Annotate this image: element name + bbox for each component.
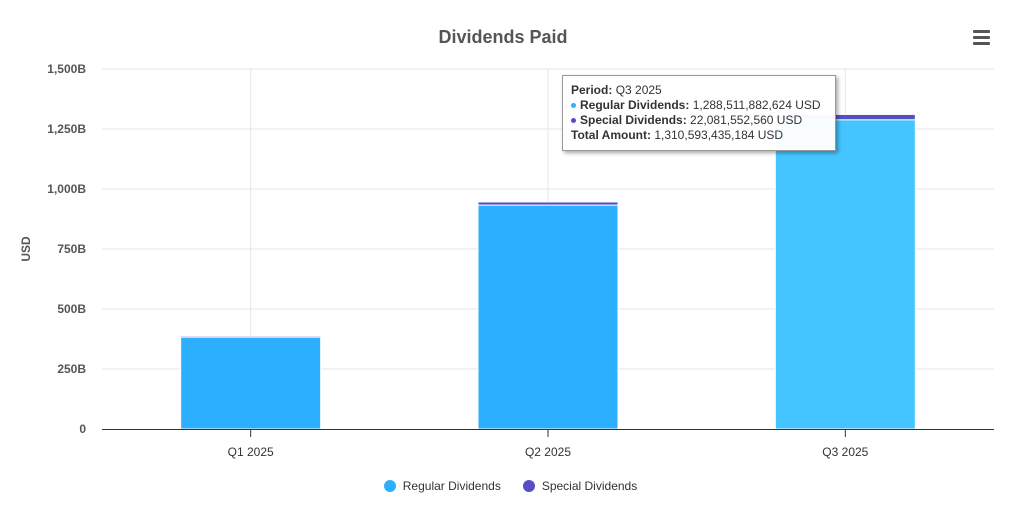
y-tick-label: 1,500B (47, 62, 86, 76)
legend: Regular Dividends Special Dividends (0, 479, 1021, 493)
chart-menu-button[interactable] (966, 24, 996, 50)
legend-dot-icon (522, 480, 535, 492)
bar-special-dividends (477, 201, 619, 206)
tooltip: Period: Q3 2025 Regular Dividends: 1,288… (562, 75, 836, 151)
chart-title: Dividends Paid (438, 27, 567, 47)
y-tick-label: 1,250B (47, 122, 86, 136)
legend-label: Regular Dividends (402, 479, 501, 493)
legend-item-regular[interactable]: Regular Dividends (383, 479, 501, 493)
bar-regular-dividends (477, 204, 619, 430)
y-tick-label: 250B (57, 362, 86, 376)
tooltip-special: Special Dividends: 22,081,552,560 USD (571, 113, 827, 128)
series-dot-icon (571, 102, 576, 108)
y-tick-label: 1,000B (47, 182, 86, 196)
y-tick-label: 750B (57, 242, 86, 256)
series-dot-icon (571, 117, 576, 123)
tooltip-total: Total Amount: 1,310,593,435,184 USD (571, 128, 784, 142)
bar-regular-dividends (774, 119, 916, 430)
legend-item-special[interactable]: Special Dividends (522, 479, 638, 493)
y-tick-label: 0 (79, 422, 86, 436)
tooltip-regular: Regular Dividends: 1,288,511,882,624 USD (571, 98, 827, 113)
legend-dot-icon (383, 480, 396, 492)
bar-regular-dividends (180, 336, 322, 430)
y-axis-title: USD (19, 236, 33, 262)
hamburger-menu-icon (972, 29, 990, 33)
legend-label: Special Dividends (541, 479, 638, 493)
y-tick-label: 500B (57, 302, 86, 316)
x-tick-label: Q3 2025 (822, 445, 868, 459)
x-tick-label: Q1 2025 (228, 445, 274, 459)
bar-special-dividends (180, 335, 322, 338)
x-tick-label: Q2 2025 (525, 445, 571, 459)
tooltip-period: Period: Q3 2025 (571, 83, 662, 97)
